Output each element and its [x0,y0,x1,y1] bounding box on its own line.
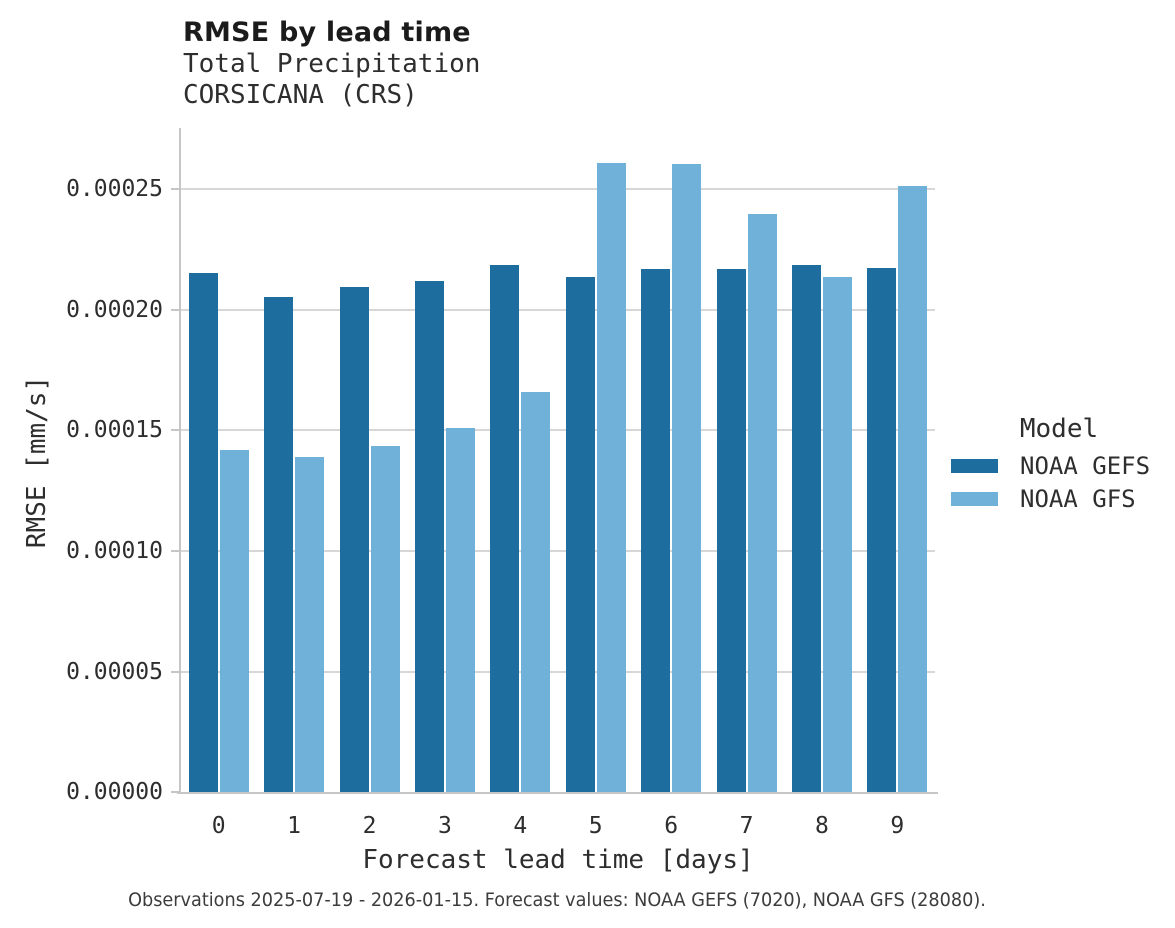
bar-noaa-gfs-lead-3 [445,428,475,792]
legend: Model NOAA GEFS NOAA GFS [951,412,1167,515]
legend-label: NOAA GEFS [1020,451,1151,480]
x-tick-label-9: 9 [890,813,905,839]
title-block: RMSE by lead time Total Precipitation CO… [183,16,480,111]
bar-noaa-gefs-lead-5 [565,277,595,792]
x-tick-label-8: 8 [815,813,829,839]
gridline [181,429,935,432]
bar-noaa-gfs-lead-1 [295,457,325,792]
y-tick-label: 0.00000 [66,779,163,805]
bars-layer [181,128,935,792]
y-tick-label: 0.00010 [66,537,163,564]
legend-swatch-icon [951,458,998,473]
bar-noaa-gfs-lead-8 [822,277,852,792]
x-tick-label-7: 7 [739,813,754,839]
plot-area: 0.00000 0.00005 0.00010 0.00015 0.00020 0.000… [66,128,938,805]
bar-noaa-gfs-lead-5 [596,162,626,792]
bar-noaa-gefs-lead-2 [339,287,369,792]
y-tick-label: 0.00020 [66,296,163,323]
gridline [181,549,935,552]
chart-title: RMSE by lead time [183,17,471,48]
bar-group-lead-0 [181,128,256,792]
x-tick-label-3: 3 [437,813,452,839]
x-tick-label-4: 4 [513,813,528,839]
bar-noaa-gefs-lead-1 [264,296,294,792]
bar-noaa-gefs-lead-4 [490,265,520,792]
y-axis-label: RMSE [mm/s] [22,375,52,549]
bar-noaa-gfs-lead-2 [370,446,400,792]
legend-title: Model [1019,414,1099,444]
gridline [181,188,935,191]
bar-noaa-gfs-lead-9 [898,185,928,792]
y-tick-mark [171,670,179,673]
bar-group-lead-8 [784,128,859,792]
bar-noaa-gfs-lead-6 [672,164,702,792]
y-tick-mark [171,429,179,432]
gridline [181,308,935,311]
chart-subtitle-station: CORSICANA (CRS) [183,80,418,110]
bar-noaa-gefs-lead-6 [641,269,671,792]
chart-subtitle-variable: Total Precipitation [183,49,481,79]
bar-group-lead-9 [860,128,935,792]
bar-group-lead-2 [332,128,407,792]
bar-group-lead-1 [256,128,331,792]
x-axis-spine [177,792,938,794]
legend-label: NOAA GFS [1020,484,1136,513]
caption: Observations 2025-07-19 - 2026-01-15. Fo… [128,889,986,911]
x-tick-label-1: 1 [287,813,302,839]
bar-noaa-gefs-lead-7 [716,269,746,792]
y-tick-mark [171,188,179,191]
bar-noaa-gfs-lead-7 [747,213,777,792]
bar-group-lead-4 [483,128,558,792]
bar-noaa-gefs-lead-0 [188,272,218,792]
y-axis-spine [179,128,181,794]
x-tick-labels: 0 1 2 3 4 5 6 7 8 9 [181,810,935,842]
x-tick-label-6: 6 [664,813,679,839]
y-tick-mark [171,549,179,552]
legend-items: NOAA GEFS NOAA GFS [951,449,1167,515]
y-tick-label: 0.00025 [66,176,163,203]
x-tick-label-0: 0 [211,813,226,839]
bar-noaa-gefs-lead-9 [867,267,897,792]
x-axis-label: Forecast lead time [days] [362,845,754,875]
bar-noaa-gefs-lead-3 [414,281,444,792]
y-tick-mark [171,308,179,311]
legend-item-noaa-gfs: NOAA GFS [951,482,1167,515]
y-tick-label: 0.00005 [66,658,163,685]
legend-swatch-icon [951,491,998,506]
y-tick-mark [171,791,179,793]
y-tick-label: 0.00015 [66,417,163,444]
bar-group-lead-7 [709,128,784,792]
bar-noaa-gfs-lead-0 [219,449,249,792]
bar-noaa-gfs-lead-4 [521,391,551,792]
gridline [181,670,935,673]
x-tick-label-2: 2 [362,813,377,839]
bar-group-lead-5 [558,128,633,792]
legend-item-noaa-gefs: NOAA GEFS [951,449,1167,482]
bar-noaa-gefs-lead-8 [791,265,821,792]
bar-group-lead-6 [633,128,708,792]
bar-group-lead-3 [407,128,482,792]
x-tick-label-5: 5 [588,813,603,839]
